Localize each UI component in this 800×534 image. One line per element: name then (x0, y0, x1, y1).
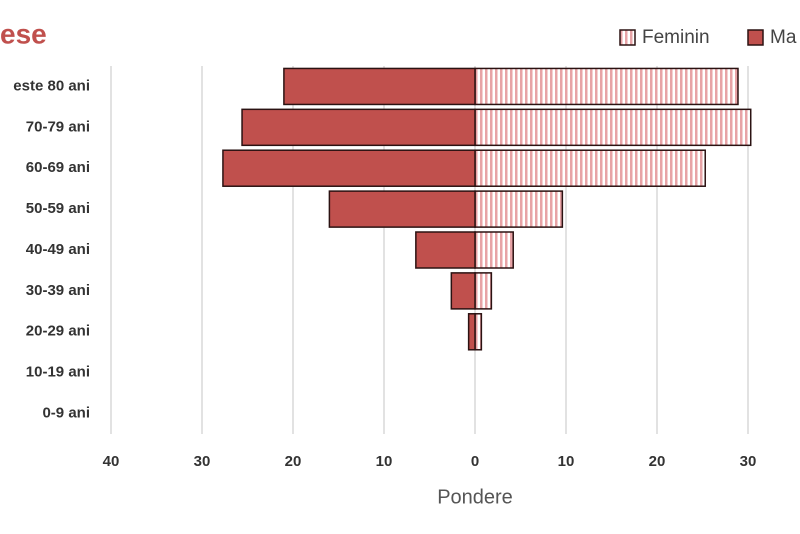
bar (283, 67, 476, 106)
y-tick-label: 0-9 ani (42, 405, 90, 422)
bar (474, 149, 706, 187)
x-tick-label: 30 (740, 453, 757, 470)
y-tick-label: 30-39 ani (26, 282, 90, 299)
bar (241, 108, 476, 147)
x-tick-label: 40 (103, 453, 120, 470)
chart-title: ese (0, 18, 47, 49)
bar (474, 67, 739, 106)
y-tick-label: 40-49 ani (26, 241, 90, 258)
y-tick-label: 20-29 ani (26, 323, 90, 340)
bar (222, 149, 476, 187)
bar (474, 190, 564, 228)
bar (328, 190, 476, 228)
x-tick-label: 10 (376, 453, 393, 470)
bar (450, 272, 476, 310)
y-tick-label: 50-59 ani (26, 200, 90, 217)
x-tick-label: 20 (285, 453, 302, 470)
bar (467, 313, 476, 351)
bar (415, 231, 476, 269)
x-tick-label: 0 (471, 453, 479, 470)
y-tick-label: 10-19 ani (26, 364, 90, 381)
y-tick-label: 70-79 ani (26, 118, 90, 135)
x-tick-label: 20 (649, 453, 666, 470)
legend-label: Ma (770, 27, 797, 48)
x-tick-label: 10 (558, 453, 575, 470)
legend-label: Feminin (642, 27, 710, 48)
y-tick-label: 60-69 ani (26, 159, 90, 176)
y-tick-label: este 80 ani (13, 77, 90, 94)
x-tick-label: 30 (194, 453, 211, 470)
bar (474, 231, 514, 269)
bar (474, 313, 483, 351)
bar (474, 272, 493, 310)
legend-swatch (619, 29, 636, 46)
bar (474, 108, 752, 147)
x-axis-label: Pondere (437, 486, 513, 508)
legend-swatch (747, 29, 764, 46)
